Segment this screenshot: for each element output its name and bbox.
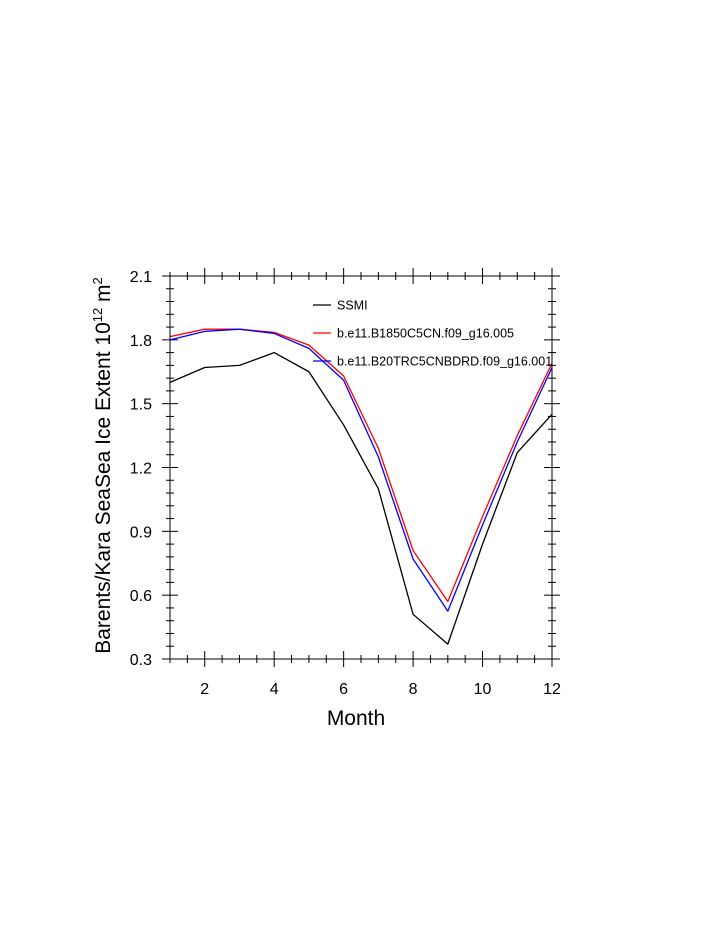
- y-tick-label: 1.5: [130, 397, 152, 414]
- series-layer: [169, 328, 553, 645]
- x-axis-ticks: 2 4 6 8 10 12: [169, 268, 561, 698]
- y-axis-ticks: 0.3 0.6 0.9 1.2 1.5 1.8 2.1: [130, 269, 560, 669]
- series-line-1: [169, 351, 553, 645]
- x-tick-label: 8: [409, 681, 418, 698]
- y-tick-label: 2.1: [130, 269, 152, 286]
- y-axis-title-exponent: 12: [90, 308, 105, 322]
- x-tick-label: 4: [270, 681, 279, 698]
- y-tick-label: 1.8: [130, 333, 152, 350]
- x-tick-label: 12: [543, 681, 561, 698]
- legend: SSMI b.e11.B1850C5CN.f09_g16.005 b.e11.B20…: [313, 299, 552, 369]
- y-tick-label: 0.9: [130, 524, 152, 541]
- y-tick-label: 1.2: [130, 461, 152, 478]
- legend-label-3: b.e11.B20TRC5CNBDRD.f09_g16.001: [337, 355, 552, 369]
- y-axis-title-text: Barents/Kara SeaSea Ice Extent 10: [92, 322, 115, 654]
- y-axis-title-unit-exponent: 2: [90, 277, 105, 284]
- x-tick-label: 6: [339, 681, 348, 698]
- y-tick-label: 0.3: [130, 652, 152, 669]
- x-tick-label: 10: [474, 681, 492, 698]
- x-tick-label: 2: [200, 681, 209, 698]
- legend-label-2: b.e11.B1850C5CN.f09_g16.005: [337, 327, 514, 341]
- series-line-3: [169, 328, 553, 612]
- legend-label-1: SSMI: [337, 299, 368, 313]
- y-axis-title-unit: m: [92, 284, 115, 307]
- x-axis-title: Month: [327, 707, 385, 730]
- y-tick-label: 0.6: [130, 588, 152, 605]
- plot-frame: [169, 275, 553, 660]
- y-axis-title: Barents/Kara SeaSea Ice Extent 1012 m2: [90, 277, 115, 654]
- series-line-2: [169, 328, 553, 603]
